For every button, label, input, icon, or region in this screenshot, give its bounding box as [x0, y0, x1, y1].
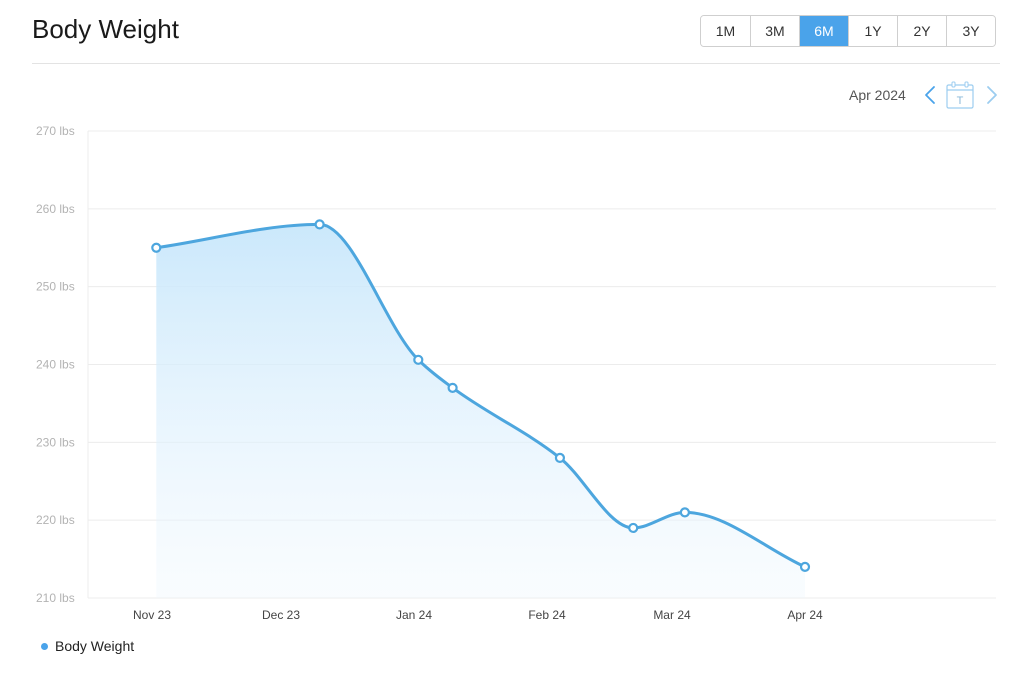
x-tick-label: Mar 24 — [653, 608, 691, 622]
data-point[interactable] — [679, 507, 690, 518]
header-divider — [32, 63, 1000, 64]
legend-dot — [41, 642, 48, 650]
area-fill — [156, 224, 806, 598]
data-point[interactable] — [628, 522, 639, 534]
page-title: Body Weight — [32, 14, 179, 44]
data-point[interactable] — [554, 452, 566, 463]
y-tick-label: 250 lbs — [36, 280, 75, 294]
y-tick-label: 220 lbs — [36, 513, 75, 527]
data-point[interactable] — [413, 354, 424, 365]
range-button-6m[interactable]: 6M — [799, 16, 848, 46]
data-point[interactable] — [314, 219, 325, 230]
y-tick-label: 230 lbs — [36, 435, 75, 449]
time-range-selector: 1M 3M 6M 1Y 2Y 3Y — [700, 15, 996, 47]
y-axis-ticks: 270 lbs 260 lbs 250 lbs 240 lbs 230 lbs 220 l… — [36, 124, 75, 605]
period-label: Apr 2024 — [849, 87, 906, 103]
data-point[interactable] — [799, 561, 811, 572]
y-tick-label: 240 lbs — [36, 358, 75, 372]
range-button-3y[interactable]: 3Y — [946, 16, 995, 46]
x-axis-ticks: Nov 23 Dec 23 Jan 24 Feb 24 Mar 24 Apr 24 — [133, 608, 823, 622]
area-path — [156, 224, 806, 598]
legend-item-body-weight[interactable]: Body Weight — [41, 638, 134, 654]
x-tick-label: Jan 24 — [396, 608, 432, 622]
range-button-3m[interactable]: 3M — [750, 16, 799, 46]
calendar-today-icon[interactable]: T — [945, 80, 975, 110]
x-tick-label: Apr 24 — [787, 608, 823, 622]
range-button-2y[interactable]: 2Y — [897, 16, 946, 46]
y-tick-label: 270 lbs — [36, 124, 75, 138]
chevron-right-icon[interactable] — [984, 84, 1000, 106]
data-point[interactable] — [151, 242, 162, 253]
data-points — [151, 219, 811, 572]
calendar-glyph: T — [957, 95, 964, 107]
x-tick-label: Dec 23 — [262, 608, 300, 622]
legend-label: Body Weight — [55, 638, 135, 654]
x-tick-label: Nov 23 — [133, 608, 171, 622]
y-tick-label: 210 lbs — [36, 591, 75, 605]
data-point[interactable] — [447, 382, 458, 393]
x-tick-label: Feb 24 — [528, 608, 566, 622]
range-button-1m[interactable]: 1M — [701, 16, 750, 46]
range-button-1y[interactable]: 1Y — [848, 16, 897, 46]
chevron-left-icon[interactable] — [922, 84, 938, 106]
y-tick-label: 260 lbs — [36, 202, 75, 216]
